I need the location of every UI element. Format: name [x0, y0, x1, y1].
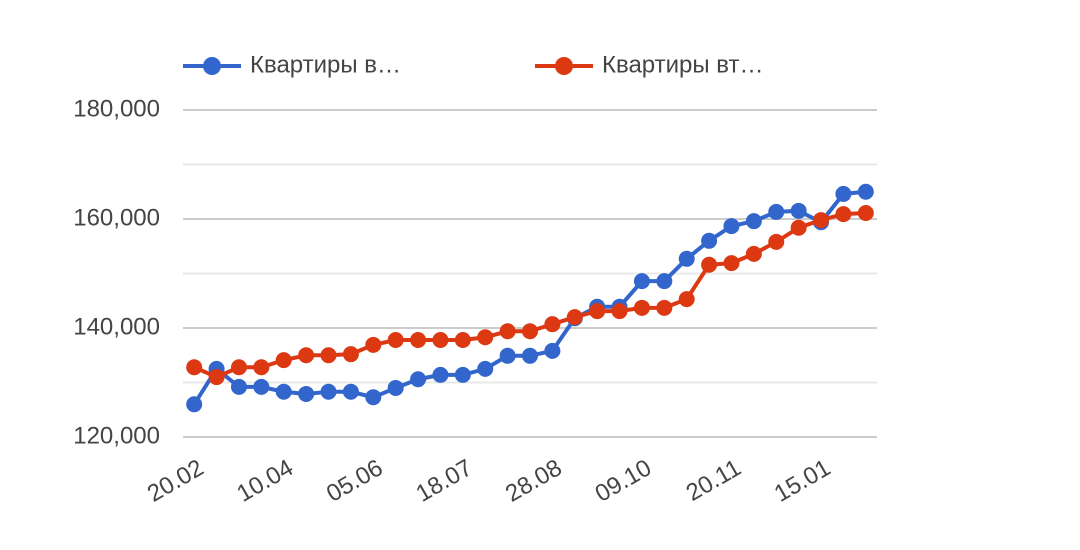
x-tick-label: 20.11 [682, 454, 746, 507]
data-point [320, 347, 337, 364]
data-point [365, 336, 382, 353]
data-point [387, 331, 404, 348]
data-point [499, 323, 516, 340]
data-point [678, 291, 695, 308]
data-point [656, 299, 673, 316]
data-point [544, 342, 561, 359]
data-point [835, 185, 852, 202]
data-point [253, 359, 270, 376]
data-point [813, 212, 830, 229]
data-point [342, 383, 359, 400]
data-point [230, 378, 247, 395]
y-tick-label: 180,000 [73, 95, 160, 122]
data-point [298, 347, 315, 364]
data-point [544, 316, 561, 333]
legend-marker [555, 57, 573, 75]
legend-label: Квартиры в… [250, 51, 401, 78]
data-point [678, 250, 695, 267]
data-point [835, 206, 852, 223]
x-tick-label: 15.01 [770, 454, 836, 507]
data-point [857, 183, 874, 200]
data-point [298, 385, 315, 402]
data-point [365, 389, 382, 406]
data-point [723, 255, 740, 272]
data-point [701, 232, 718, 249]
data-point [477, 329, 494, 346]
data-point [410, 371, 427, 388]
data-point [656, 273, 673, 290]
y-tick-label: 140,000 [73, 313, 160, 340]
data-point [745, 213, 762, 230]
data-point [477, 360, 494, 377]
data-point [857, 205, 874, 222]
data-point [432, 331, 449, 348]
data-point [522, 323, 538, 340]
data-point [499, 347, 516, 364]
series-line [192, 189, 867, 406]
data-point [387, 379, 404, 396]
data-point [410, 331, 427, 348]
data-point [633, 299, 650, 316]
data-point [186, 359, 203, 376]
data-point [790, 202, 807, 219]
data-point [230, 359, 247, 376]
x-tick-label: 18.07 [411, 454, 477, 507]
data-point [275, 352, 292, 369]
data-point [768, 233, 785, 250]
x-tick-label: 28.08 [501, 454, 567, 507]
data-point [723, 218, 740, 235]
legend-label: Квартиры вт… [602, 51, 764, 78]
y-tick-label: 160,000 [73, 204, 160, 231]
data-point [611, 303, 628, 320]
data-point [342, 346, 359, 363]
data-point [253, 378, 270, 395]
data-point [186, 396, 203, 413]
data-point [432, 366, 449, 383]
y-tick-label: 120,000 [73, 422, 160, 449]
x-tick-label: 20.02 [143, 454, 209, 507]
data-point [454, 366, 471, 383]
data-point [275, 383, 292, 400]
data-point [589, 303, 606, 320]
data-point [633, 273, 650, 290]
data-point [454, 331, 471, 348]
data-point [790, 219, 807, 236]
data-point [320, 383, 337, 400]
data-point [768, 203, 785, 220]
data-point [745, 245, 762, 262]
legend-marker [203, 57, 221, 75]
data-point [522, 347, 538, 364]
data-point [701, 256, 718, 273]
data-point [566, 309, 583, 326]
data-point [208, 369, 225, 386]
x-tick-label: 10.04 [232, 454, 298, 507]
x-tick-label: 05.06 [322, 454, 388, 507]
x-tick-label: 09.10 [591, 454, 657, 507]
